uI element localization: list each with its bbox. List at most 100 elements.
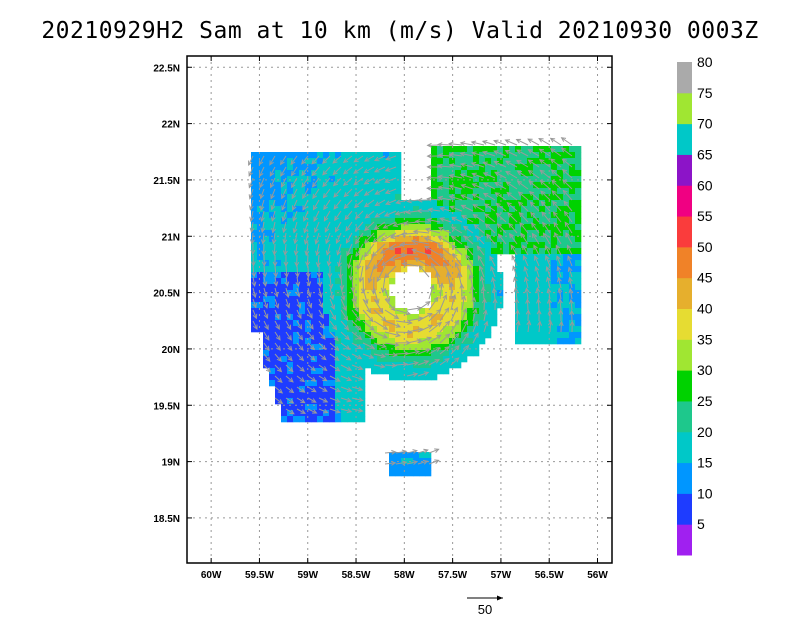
colorbar-swatch — [677, 123, 692, 155]
wind-cell — [437, 338, 444, 345]
wind-cell — [389, 152, 396, 159]
wind-vector-head — [569, 320, 575, 326]
wind-cell — [365, 164, 372, 171]
wind-cell — [575, 290, 582, 297]
wind-vector — [292, 210, 298, 222]
wind-cell — [455, 254, 462, 261]
wind-vector — [569, 288, 573, 300]
wind-cell — [293, 368, 300, 375]
wind-vector — [460, 142, 474, 146]
wind-cell — [437, 170, 444, 177]
wind-vector — [529, 191, 540, 201]
wind-vector — [364, 232, 375, 244]
wind-cell — [317, 188, 324, 195]
wind-cell — [515, 338, 522, 345]
wind-cell — [263, 164, 270, 171]
wind-vector-head — [346, 366, 353, 371]
wind-vector-head — [516, 159, 522, 165]
wind-vector — [562, 179, 573, 190]
wind-cell — [263, 170, 270, 177]
wind-cell — [479, 188, 486, 195]
wind-cell — [359, 410, 366, 417]
wind-vector — [439, 320, 450, 333]
wind-cell — [449, 290, 456, 297]
wind-vector — [439, 294, 447, 311]
y-tick-label: 19N — [162, 458, 180, 469]
wind-vector — [528, 170, 540, 179]
wind-vector — [383, 221, 397, 229]
wind-cell — [257, 314, 264, 321]
wind-vector-head — [453, 306, 458, 313]
wind-vector-head — [481, 297, 487, 304]
wind-cell — [281, 374, 288, 381]
wind-vector-head — [407, 320, 413, 325]
wind-cell — [353, 338, 360, 345]
wind-cell — [491, 188, 498, 195]
wind-cell — [335, 380, 342, 387]
wind-cell — [551, 302, 558, 309]
wind-vector-head — [388, 245, 395, 251]
wind-vector — [385, 188, 397, 194]
wind-vector — [385, 166, 397, 172]
wind-vector — [426, 254, 441, 267]
wind-cell — [539, 170, 546, 177]
wind-vector-head — [516, 149, 522, 155]
wind-cell — [497, 146, 504, 153]
wind-cell — [437, 158, 444, 165]
wind-cell — [293, 182, 300, 189]
wind-vector — [438, 186, 452, 190]
wind-vector — [307, 375, 316, 382]
wind-cell — [575, 146, 582, 153]
wind-vector — [351, 397, 363, 402]
wind-cell — [395, 266, 402, 273]
wind-vector-head — [277, 399, 284, 404]
wind-vector — [301, 166, 309, 176]
wind-cell — [305, 212, 312, 219]
wind-cell — [359, 284, 366, 291]
wind-cell — [275, 368, 282, 375]
wind-vector-head — [434, 359, 440, 364]
wind-vector-head — [318, 302, 324, 309]
wind-vector-head — [518, 211, 524, 218]
wind-cell — [329, 224, 336, 231]
wind-cell — [305, 314, 312, 321]
wind-vector-head — [562, 179, 568, 185]
wind-vector-head — [544, 244, 550, 251]
wind-cell — [479, 224, 486, 231]
wind-vector — [280, 155, 287, 165]
wind-cell — [293, 356, 300, 363]
wind-vector-head — [373, 264, 379, 270]
wind-cell — [527, 194, 534, 201]
wind-cell — [269, 374, 276, 381]
wind-cell — [395, 470, 402, 477]
wind-vector-head — [534, 255, 539, 261]
wind-vector-head — [504, 139, 510, 144]
colorbar-swatch — [677, 246, 692, 279]
wind-cell — [251, 296, 258, 303]
wind-cell — [251, 188, 258, 195]
wind-cell — [365, 200, 372, 207]
wind-vector-head — [439, 217, 445, 222]
wind-cell — [317, 404, 324, 411]
wind-cell — [575, 260, 582, 267]
wind-cell — [455, 218, 462, 225]
wind-cell — [389, 350, 396, 357]
wind-vector-head — [528, 190, 535, 197]
wind-cell — [275, 332, 282, 339]
wind-cell — [431, 170, 438, 177]
wind-cell — [443, 260, 450, 267]
wind-vector-head — [444, 346, 450, 352]
wind-cell — [521, 152, 528, 159]
wind-vector-head — [282, 250, 288, 256]
wind-vector — [274, 287, 278, 297]
wind-cell — [491, 314, 498, 321]
wind-vector — [364, 221, 375, 231]
wind-vector — [302, 199, 309, 211]
wind-cell — [431, 272, 438, 279]
wind-cell — [353, 344, 360, 351]
wind-cell — [371, 350, 378, 357]
wind-cell — [281, 176, 288, 183]
reference-arrowhead — [497, 595, 503, 601]
x-tick-label: 57.5W — [438, 570, 467, 581]
wind-vector-head — [323, 204, 328, 211]
